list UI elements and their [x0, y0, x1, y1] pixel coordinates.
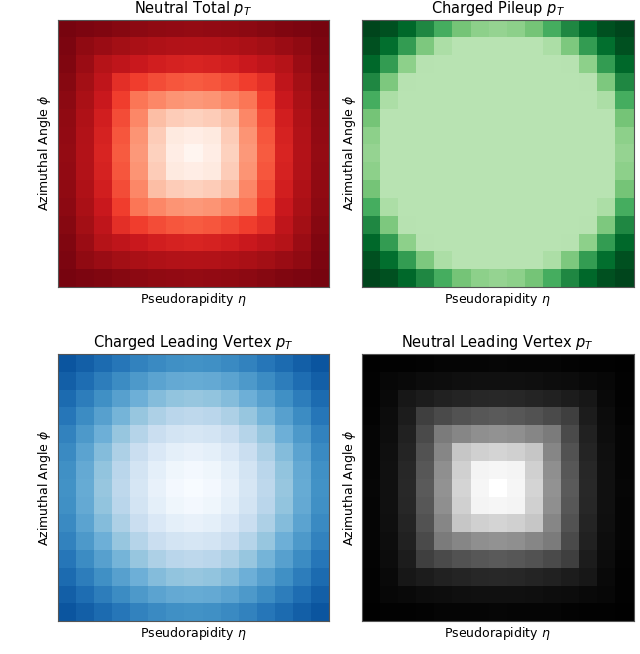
X-axis label: Pseudorapidity $\eta$: Pseudorapidity $\eta$: [444, 625, 551, 642]
Title: Charged Leading Vertex $p_T$: Charged Leading Vertex $p_T$: [93, 333, 294, 352]
X-axis label: Pseudorapidity $\eta$: Pseudorapidity $\eta$: [140, 625, 247, 642]
X-axis label: Pseudorapidity $\eta$: Pseudorapidity $\eta$: [140, 291, 247, 308]
Y-axis label: Azimuthal Angle $\phi$: Azimuthal Angle $\phi$: [340, 430, 358, 545]
Y-axis label: Azimuthal Angle $\phi$: Azimuthal Angle $\phi$: [36, 430, 53, 545]
Title: Neutral Leading Vertex $p_T$: Neutral Leading Vertex $p_T$: [401, 333, 594, 352]
Title: Neutral Total $p_T$: Neutral Total $p_T$: [134, 0, 253, 18]
Title: Charged Pileup $p_T$: Charged Pileup $p_T$: [431, 0, 564, 18]
Y-axis label: Azimuthal Angle $\phi$: Azimuthal Angle $\phi$: [340, 95, 358, 211]
X-axis label: Pseudorapidity $\eta$: Pseudorapidity $\eta$: [444, 291, 551, 308]
Y-axis label: Azimuthal Angle $\phi$: Azimuthal Angle $\phi$: [36, 95, 53, 211]
